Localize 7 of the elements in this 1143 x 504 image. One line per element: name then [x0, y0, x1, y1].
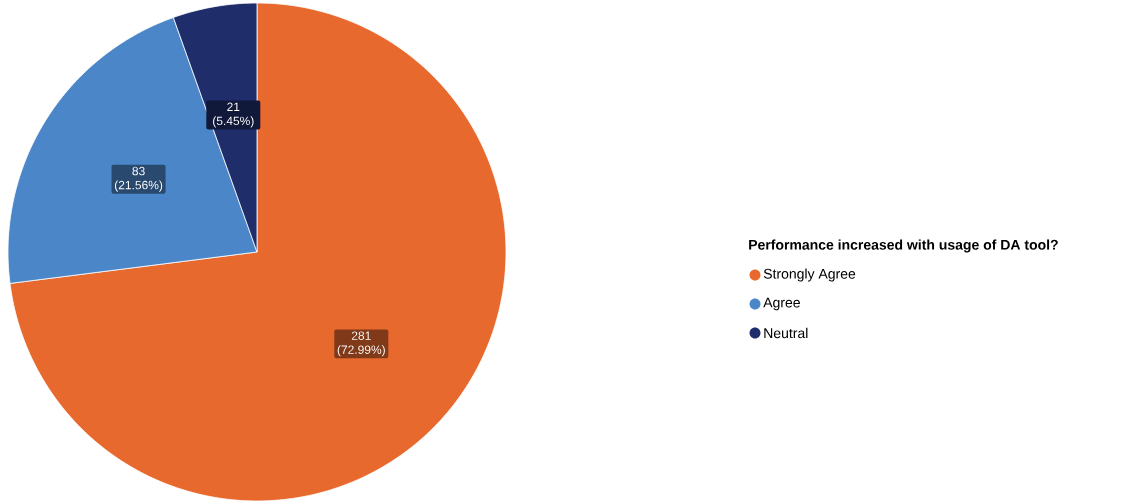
data-label: 281 (72.99%) — [337, 331, 385, 357]
legend-label: Agree — [763, 297, 800, 311]
data-label: 83 (21.56%) — [114, 166, 163, 192]
legend-title: Performance increased with usage of DA tool? — [749, 239, 1058, 253]
data-label: 21 (5.45%) — [213, 102, 254, 128]
legend-label: Neutral — [764, 327, 808, 339]
legend-label: Strongly Agree — [763, 268, 856, 282]
